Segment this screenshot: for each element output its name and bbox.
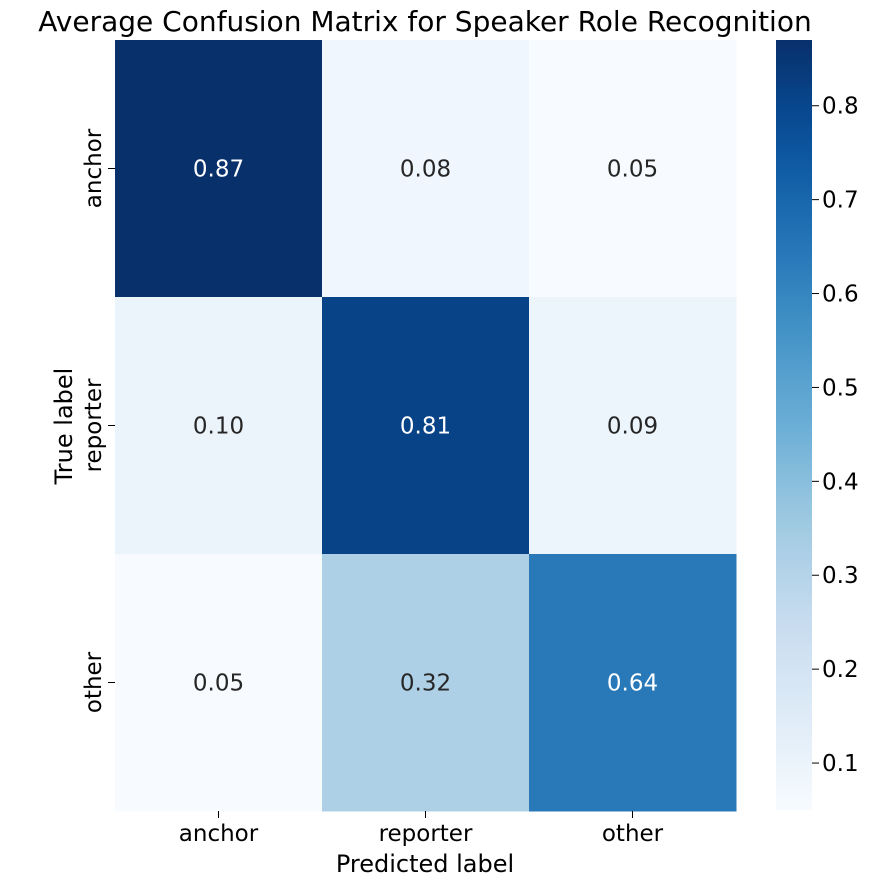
colorbar-tick-label-1: 0.2 — [822, 657, 859, 683]
cell-value-label-0-2: 0.05 — [607, 157, 658, 183]
heatmap-cell-1-0 — [115, 297, 323, 555]
colorbar-tick-label-4: 0.5 — [822, 375, 859, 401]
cell-value-label-1-2: 0.09 — [607, 414, 658, 440]
cell-value-label-0-1: 0.08 — [400, 157, 451, 183]
colorbar-tick-label-7: 0.8 — [822, 94, 859, 120]
colorbar — [776, 40, 812, 810]
x-axis-label: Predicted label — [336, 850, 514, 878]
colorbar-tick-label-6: 0.7 — [822, 188, 859, 214]
x-tick-label-2: other — [602, 821, 664, 847]
heatmap-cell-2-0 — [115, 554, 323, 812]
heatmap-cell-1-2 — [529, 297, 737, 555]
colorbar-tick-label-0: 0.1 — [822, 751, 859, 777]
x-tick-label-0: anchor — [179, 821, 259, 847]
y-axis-label: True label — [50, 368, 78, 486]
heatmap-cell-1-1 — [322, 297, 530, 555]
colorbar-tick-label-2: 0.3 — [822, 563, 859, 589]
y-tick-label-2: other — [81, 651, 107, 713]
heatmap-cell-0-1 — [322, 40, 530, 298]
heatmap-cell-0-0 — [115, 40, 323, 298]
heatmap-cell-0-2 — [529, 40, 737, 298]
heatmap-cell-2-1 — [322, 554, 530, 812]
cell-value-label-2-0: 0.05 — [193, 671, 244, 697]
cell-value-label-1-0: 0.10 — [193, 414, 244, 440]
heatmap-cell-2-2 — [529, 554, 737, 812]
cell-value-label-2-1: 0.32 — [400, 671, 451, 697]
y-tick-label-0: anchor — [81, 128, 107, 208]
cell-value-label-1-1: 0.81 — [400, 414, 451, 440]
chart-title: Average Confusion Matrix for Speaker Rol… — [38, 5, 812, 38]
y-tick-label-1: reporter — [81, 378, 107, 472]
colorbar-tick-label-5: 0.6 — [822, 282, 859, 308]
cell-value-label-0-0: 0.87 — [193, 157, 244, 183]
x-tick-label-1: reporter — [379, 821, 473, 847]
cell-value-label-2-2: 0.64 — [607, 671, 658, 697]
colorbar-tick-label-3: 0.4 — [822, 469, 859, 495]
